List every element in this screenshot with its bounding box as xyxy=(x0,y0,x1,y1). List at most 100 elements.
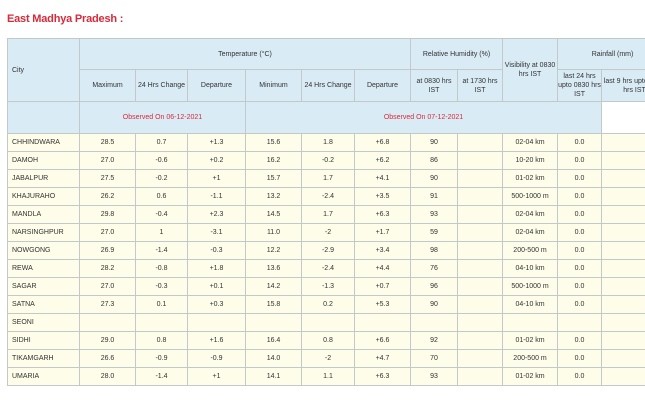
cell-visibility xyxy=(502,313,559,332)
cell-rh-0830: 98 xyxy=(410,241,459,260)
cell-minimum: 14.1 xyxy=(245,367,302,386)
cell-visibility: 01-02 km xyxy=(502,367,559,386)
cell-max-change: -0.2 xyxy=(135,169,188,188)
cell-rain-9h xyxy=(601,169,645,188)
cell-minimum: 16.2 xyxy=(245,151,302,170)
cell-rh-1730 xyxy=(457,349,504,368)
cell-rh-0830: 93 xyxy=(410,205,459,224)
cell-min-departure: +6.3 xyxy=(353,205,412,224)
cell-min-change: -2.9 xyxy=(301,241,355,260)
cell-rh-1730 xyxy=(457,331,504,350)
cell-visibility: 01-02 km xyxy=(502,169,559,188)
cell-city: UMARIA xyxy=(7,367,80,386)
cell-minimum: 13.6 xyxy=(245,259,302,278)
table-row: JABALPUR 27.5 -0.2 +1 15.7 1.7 +4.1 90 01-02 km 0… xyxy=(7,169,645,188)
header-min-change: 24 Hrs Change xyxy=(301,69,355,102)
cell-min-departure: +6.6 xyxy=(353,331,412,350)
cell-rain-9h xyxy=(601,349,645,368)
cell-rh-1730 xyxy=(457,223,504,242)
cell-city: SATNA xyxy=(7,295,80,314)
cell-rain-9h xyxy=(601,313,645,332)
cell-visibility: 200-500 m xyxy=(502,349,559,368)
cell-max-departure: +1.6 xyxy=(187,331,246,350)
cell-rh-0830: 91 xyxy=(410,187,459,206)
cell-min-change: 0.8 xyxy=(301,331,355,350)
cell-rain-24h: 0.0 xyxy=(557,349,603,368)
cell-max-change: -0.4 xyxy=(135,205,188,224)
cell-max-departure: -3.1 xyxy=(187,223,246,242)
cell-rain-9h xyxy=(601,259,645,278)
cell-rh-0830: 86 xyxy=(410,151,459,170)
weather-table: City Temperature (°C) Relative Humidity … xyxy=(7,38,645,386)
cell-rain-24h: 0.0 xyxy=(557,205,603,224)
cell-maximum: 28.2 xyxy=(79,259,136,278)
cell-visibility: 10-20 km xyxy=(502,151,559,170)
cell-max-departure: +1.3 xyxy=(187,133,246,152)
cell-city: SIDHI xyxy=(7,331,80,350)
cell-max-change: -0.8 xyxy=(135,259,188,278)
cell-rh-0830: 96 xyxy=(410,277,459,296)
cell-rh-0830: 90 xyxy=(410,133,459,152)
cell-min-departure: +3.4 xyxy=(353,241,412,260)
header-rh-0830: at 0830 hrs IST xyxy=(410,69,459,102)
cell-rh-0830: 90 xyxy=(410,295,459,314)
cell-rain-24h: 0.0 xyxy=(557,169,603,188)
cell-min-change: 0.2 xyxy=(301,295,355,314)
cell-max-departure: +2.3 xyxy=(187,205,246,224)
cell-rh-0830: 90 xyxy=(410,169,459,188)
cell-rain-9h xyxy=(601,241,645,260)
cell-maximum xyxy=(79,313,136,332)
cell-rain-9h xyxy=(601,151,645,170)
table-row: SAGAR 27.0 -0.3 +0.1 14.2 -1.3 +0.7 96 500-1000 … xyxy=(7,277,645,296)
cell-min-departure: +4.4 xyxy=(353,259,412,278)
cell-maximum: 26.6 xyxy=(79,349,136,368)
header-temperature: Temperature (°C) xyxy=(78,38,412,70)
cell-min-change: 1.7 xyxy=(301,169,355,188)
cell-max-departure xyxy=(187,313,246,332)
cell-visibility: 01-02 km xyxy=(502,331,559,350)
cell-max-departure: +1.8 xyxy=(187,259,246,278)
cell-rh-0830 xyxy=(410,313,459,332)
header-blank xyxy=(601,101,645,134)
cell-rh-1730 xyxy=(457,169,504,188)
cell-rh-1730 xyxy=(457,259,504,278)
cell-minimum: 14.2 xyxy=(245,277,302,296)
table-row: KHAJURAHO 26.2 0.6 -1.1 13.2 -2.4 +3.5 91 500-10… xyxy=(7,187,645,206)
cell-max-departure: -1.1 xyxy=(187,187,246,206)
cell-max-change: -0.9 xyxy=(135,349,188,368)
cell-min-change: 1.7 xyxy=(301,205,355,224)
cell-city: REWA xyxy=(7,259,80,278)
cell-minimum: 13.2 xyxy=(245,187,302,206)
cell-rain-9h xyxy=(601,223,645,242)
cell-rh-0830: 70 xyxy=(410,349,459,368)
cell-rh-1730 xyxy=(457,367,504,386)
cell-max-change: 0.1 xyxy=(135,295,188,314)
cell-maximum: 26.2 xyxy=(79,187,136,206)
cell-rain-9h xyxy=(601,205,645,224)
cell-min-change: -2 xyxy=(301,223,355,242)
cell-rain-24h: 0.0 xyxy=(557,241,603,260)
cell-rain-24h: 0.0 xyxy=(557,259,603,278)
header-maximum: Maximum xyxy=(79,69,136,102)
table-row: NARSINGHPUR 27.0 1 -3.1 11.0 -2 +1.7 59 02-04 km… xyxy=(7,223,645,242)
cell-rh-1730 xyxy=(457,205,504,224)
cell-maximum: 28.5 xyxy=(79,133,136,152)
cell-min-departure xyxy=(353,313,412,332)
cell-visibility: 500-1000 m xyxy=(502,187,559,206)
cell-rain-9h xyxy=(601,331,645,350)
cell-visibility: 02-04 km xyxy=(502,133,559,152)
header-minimum: Minimum xyxy=(245,69,302,102)
cell-rain-24h: 0.0 xyxy=(557,223,603,242)
cell-minimum: 16.4 xyxy=(245,331,302,350)
table-row: UMARIA 28.0 -1.4 +1 14.1 1.1 +6.3 93 01-02 km 0.0 xyxy=(7,367,645,386)
header-rainfall: Rainfall (mm) xyxy=(557,38,645,70)
observed-date-min: Observed On 07-12-2021 xyxy=(244,101,603,134)
cell-rain-24h: 0.0 xyxy=(557,187,603,206)
table-row: SATNA 27.3 0.1 +0.3 15.8 0.2 +5.3 90 04-10 km 0.0 xyxy=(7,295,645,314)
cell-rh-0830: 59 xyxy=(410,223,459,242)
cell-rain-9h xyxy=(601,133,645,152)
cell-maximum: 26.9 xyxy=(79,241,136,260)
cell-maximum: 27.0 xyxy=(79,277,136,296)
cell-city: SAGAR xyxy=(7,277,80,296)
header-max-departure: Departure xyxy=(187,69,246,102)
